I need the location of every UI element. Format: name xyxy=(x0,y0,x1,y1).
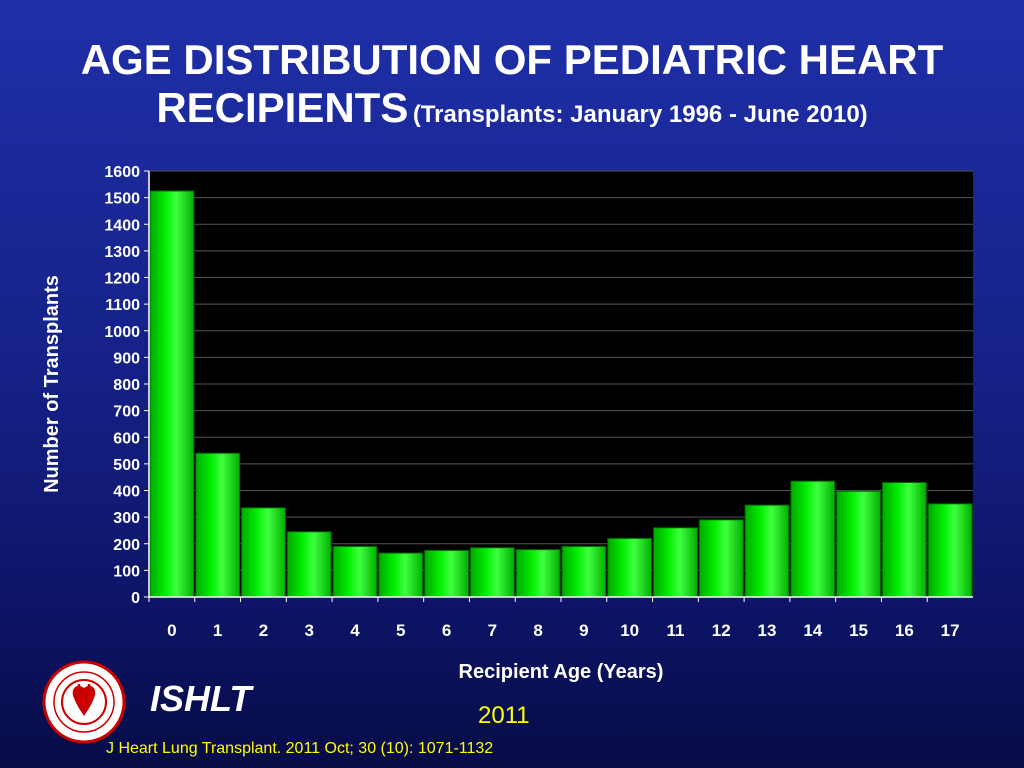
x-tick-label: 16 xyxy=(895,621,914,640)
bar-15 xyxy=(836,490,881,598)
bar-0 xyxy=(149,190,195,598)
slide-subtitle: (Transplants: January 1996 - June 2010) xyxy=(412,101,868,128)
bar-5 xyxy=(378,552,424,598)
y-tick-label: 1100 xyxy=(105,297,140,314)
x-tick-label: 12 xyxy=(712,621,731,640)
bar-10 xyxy=(607,537,653,598)
x-tick-label: 17 xyxy=(941,621,960,640)
x-tick-label: 0 xyxy=(167,621,176,640)
y-tick-label: 500 xyxy=(113,457,140,474)
slide-title-line-2: RECIPIENTS (Transplants: January 1996 - … xyxy=(0,84,1024,142)
org-name: ISHLT xyxy=(150,678,252,719)
x-tick-label: 11 xyxy=(666,621,684,640)
bar-chart: 0100200300400500600700800900100011001200… xyxy=(41,164,973,683)
y-tick-label: 1600 xyxy=(104,164,140,181)
slide-title-line-1: AGE DISTRIBUTION OF PEDIATRIC HEART xyxy=(80,36,944,83)
bar-9 xyxy=(561,545,607,598)
x-tick-label: 9 xyxy=(579,621,588,640)
x-tick-label: 1 xyxy=(213,621,222,640)
x-tick-label: 3 xyxy=(304,621,313,640)
y-tick-label: 800 xyxy=(113,377,140,394)
bar-14 xyxy=(790,480,836,598)
bar-4 xyxy=(332,545,378,598)
y-tick-label: 1500 xyxy=(104,191,140,208)
y-tick-label: 1200 xyxy=(104,271,140,288)
bar-2 xyxy=(241,507,286,598)
x-tick-label: 13 xyxy=(758,621,777,640)
x-axis-title: Recipient Age (Years) xyxy=(459,661,664,683)
x-tick-label: 14 xyxy=(803,621,822,640)
y-tick-label: 700 xyxy=(113,404,140,421)
x-tick-label: 10 xyxy=(620,621,639,640)
y-tick-label: 400 xyxy=(113,484,140,501)
bar-16 xyxy=(881,482,927,598)
bar-1 xyxy=(195,452,241,598)
y-tick-label: 1400 xyxy=(104,217,140,234)
x-tick-label: 15 xyxy=(849,621,868,640)
x-tick-label: 7 xyxy=(488,621,497,640)
y-tick-label: 600 xyxy=(113,430,140,447)
x-tick-label: 8 xyxy=(533,621,542,640)
bar-12 xyxy=(698,519,744,598)
x-tick-label: 2 xyxy=(259,621,268,640)
y-tick-label: 200 xyxy=(113,537,140,554)
y-tick-label: 1300 xyxy=(104,244,140,261)
bar-7 xyxy=(469,547,515,598)
y-tick-label: 100 xyxy=(113,563,140,580)
y-tick-label: 1000 xyxy=(104,324,140,341)
bar-17 xyxy=(927,503,973,598)
y-tick-label: 0 xyxy=(131,590,140,607)
ishlt-seal-icon xyxy=(42,660,126,744)
slide-title-main: RECIPIENTS xyxy=(156,84,409,131)
bar-13 xyxy=(744,504,790,598)
x-tick-label: 4 xyxy=(350,621,360,640)
year-label: 2011 xyxy=(478,702,530,729)
bar-6 xyxy=(424,549,469,598)
x-tick-label: 6 xyxy=(442,621,451,640)
citation: J Heart Lung Transplant. 2011 Oct; 30 (1… xyxy=(106,740,494,757)
bar-3 xyxy=(286,531,332,598)
bar-8 xyxy=(515,549,561,598)
y-tick-label: 300 xyxy=(113,510,140,527)
bar-11 xyxy=(653,527,698,598)
y-tick-label: 900 xyxy=(113,350,140,367)
y-axis-title: Number of Transplants xyxy=(41,275,63,493)
x-tick-label: 5 xyxy=(396,621,405,640)
